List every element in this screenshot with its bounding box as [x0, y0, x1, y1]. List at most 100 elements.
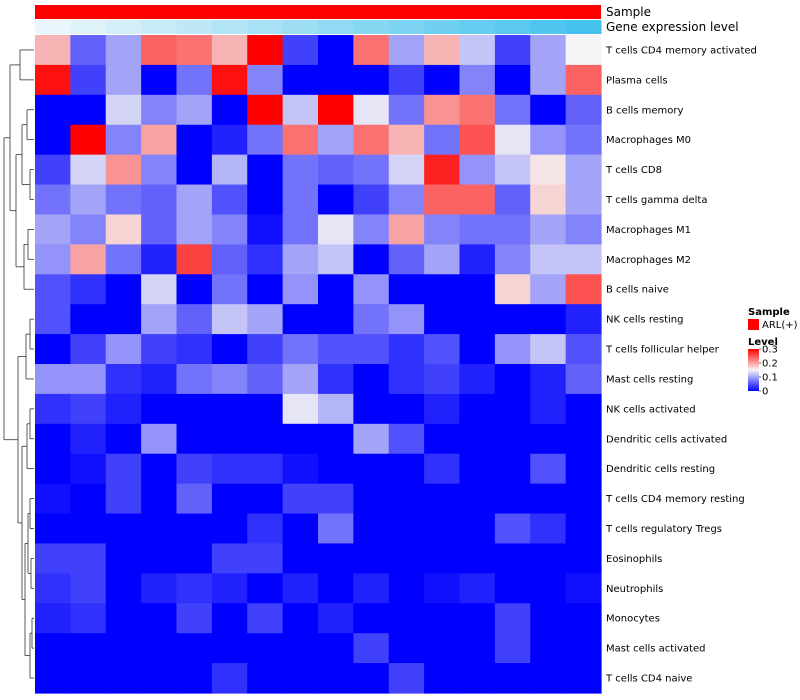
heatmap-cell — [211, 543, 248, 574]
legend-level-colorbar — [748, 349, 759, 391]
heatmap-cell — [318, 304, 354, 335]
heatmap-cell — [211, 633, 248, 664]
heatmap-cell — [105, 423, 142, 455]
heatmap-cell — [459, 214, 496, 245]
heatmap-cell — [211, 244, 248, 275]
heatmap-cell — [565, 35, 602, 66]
heatmap-cell — [494, 663, 531, 694]
legend-tick-label: 0.3 — [762, 345, 778, 356]
heatmap-cell — [353, 483, 390, 515]
heatmap-cell — [424, 633, 461, 664]
heatmap-cell — [565, 184, 602, 216]
heatmap-cell — [565, 334, 602, 365]
heatmap-cell — [318, 453, 354, 485]
heatmap-cell — [530, 483, 567, 515]
heatmap-cell — [211, 663, 248, 694]
heatmap-cell — [530, 453, 567, 485]
heatmap-cell — [282, 423, 319, 455]
heatmap-cell — [565, 423, 602, 455]
heatmap-cell — [105, 603, 142, 634]
heatmap-cell — [141, 663, 178, 694]
legend: Sample ARL(+) Level 0.3 0.2 0.1 0 — [748, 307, 798, 398]
heatmap-cell — [388, 364, 425, 395]
heatmap-cell — [211, 274, 248, 305]
legend-tick-label: 0.1 — [762, 373, 778, 384]
heatmap-cell — [388, 184, 425, 216]
heatmap-cell — [105, 663, 142, 694]
heatmap-cell — [530, 64, 567, 96]
heatmap-cell — [105, 35, 142, 66]
heatmap-cell — [35, 423, 71, 455]
heatmap-cell — [530, 513, 567, 545]
heatmap-cell — [70, 543, 107, 574]
row-label: T cells CD4 naive — [605, 674, 692, 685]
heatmap-cell — [494, 513, 531, 545]
heatmap-cell — [282, 304, 319, 335]
heatmap-cell — [247, 364, 284, 395]
heatmap-cell — [565, 543, 602, 574]
heatmap-cell — [353, 573, 390, 604]
heatmap-cell — [282, 244, 319, 275]
heatmap-cell — [424, 64, 461, 96]
heatmap-cell — [530, 543, 567, 574]
heatmap-cell — [459, 94, 496, 126]
heatmap-cell — [176, 513, 213, 545]
heatmap-cell — [353, 304, 390, 335]
heatmap-cell — [565, 64, 602, 96]
row-label: T cells follicular helper — [605, 345, 720, 356]
heatmap-cell — [141, 364, 178, 395]
heatmap-cell — [530, 94, 567, 126]
heatmap-cell — [424, 124, 461, 156]
heatmap-cell — [424, 573, 461, 604]
heatmap-cell — [141, 184, 178, 216]
heatmap-cell — [388, 124, 425, 156]
heatmap-cell — [105, 364, 142, 395]
heatmap-cell — [388, 663, 425, 694]
heatmap-cell — [424, 154, 461, 186]
heatmap-cell — [388, 64, 425, 96]
row-label: Neutrophils — [606, 584, 663, 595]
row-label: Monocytes — [606, 614, 660, 625]
heatmap-cell — [247, 513, 284, 545]
heatmap-cell — [35, 184, 71, 216]
heatmap-cell — [211, 393, 248, 425]
heatmap-cell — [494, 154, 531, 186]
heatmap-cell — [494, 453, 531, 485]
heatmap-cell — [282, 64, 319, 96]
heatmap-cell — [176, 244, 213, 275]
heatmap-cell — [459, 154, 496, 186]
heatmap-cell — [353, 35, 390, 66]
heatmap-cell — [282, 513, 319, 545]
heatmap-cell — [530, 603, 567, 634]
annotation-cell-expression — [105, 20, 142, 34]
heatmap-cell — [494, 423, 531, 455]
heatmap-cell — [176, 573, 213, 604]
heatmap-cell — [247, 244, 284, 275]
legend-sample-entry: ARL(+) — [762, 320, 798, 331]
heatmap-cell — [141, 543, 178, 574]
heatmap-cell — [141, 64, 178, 96]
heatmap-cell — [424, 35, 461, 66]
heatmap-cell — [35, 35, 71, 66]
heatmap-cell — [318, 573, 354, 604]
heatmap-cell — [388, 573, 425, 604]
heatmap-cell — [105, 573, 142, 604]
heatmap-cell — [459, 603, 496, 634]
heatmap-cell — [424, 364, 461, 395]
heatmap-cell — [530, 124, 567, 156]
heatmap-cell — [388, 513, 425, 545]
heatmap-cell — [211, 334, 248, 365]
heatmap-cell — [70, 483, 107, 515]
heatmap-cell — [35, 603, 71, 634]
heatmap-cell — [318, 423, 354, 455]
heatmap-cell — [565, 154, 602, 186]
heatmap-cell — [530, 364, 567, 395]
heatmap-cell — [530, 423, 567, 455]
heatmap-cell — [105, 543, 142, 574]
row-label: NK cells activated — [606, 404, 696, 415]
heatmap-cell — [530, 573, 567, 604]
heatmap-cell — [211, 214, 248, 245]
row-label: Macrophages M0 — [606, 135, 691, 146]
heatmap-cell — [565, 124, 602, 156]
heatmap-cell — [247, 543, 284, 574]
